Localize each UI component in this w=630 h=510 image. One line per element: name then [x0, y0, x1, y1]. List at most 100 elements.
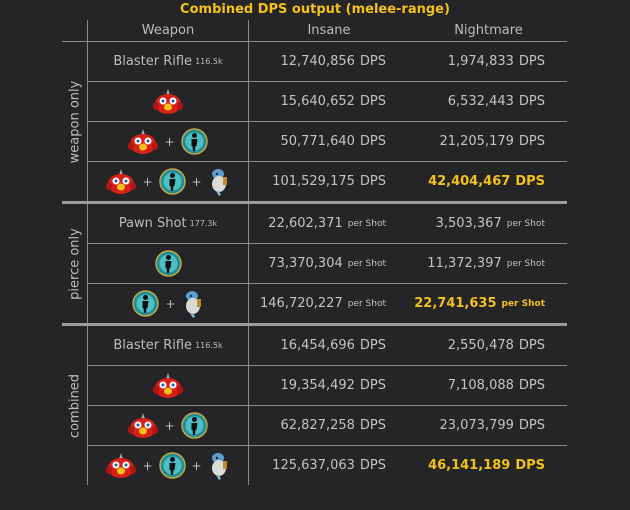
- group-label-text: combined: [67, 373, 82, 438]
- dps-unit: per Shot: [347, 298, 386, 309]
- insane-cell: 125,637,063 DPS: [248, 446, 408, 485]
- group-separator: [62, 323, 567, 326]
- table-row: Pawn Shot 177.3k 22,602,371 per Shot 3,503,3…: [87, 204, 567, 244]
- white-pet-icon: [208, 451, 230, 481]
- nightmare-cell: 3,503,367 per Shot: [408, 204, 567, 243]
- group-weapon-only: weapon only Blaster Rifle 116.5k 12,740,856…: [62, 42, 567, 201]
- dps-unit: DPS: [359, 378, 386, 393]
- dps-value: 73,370,304: [268, 256, 343, 271]
- red-bird-icon: [106, 452, 137, 480]
- dps-value: 50,771,640: [280, 134, 355, 149]
- dps-value: 12,740,856: [280, 54, 355, 69]
- nightmare-cell: 46,141,189 DPS: [408, 446, 567, 485]
- plus-sign: +: [191, 458, 202, 473]
- dps-unit: DPS: [518, 54, 545, 69]
- insane-cell: 22,602,371 per Shot: [248, 204, 408, 243]
- insane-cell: 62,827,258 DPS: [248, 406, 408, 445]
- weapon-cell: +: [87, 284, 248, 323]
- dps-unit: per Shot: [347, 218, 386, 229]
- dps-unit: DPS: [359, 338, 386, 353]
- dps-unit: per Shot: [347, 258, 386, 269]
- dps-value: 16,454,696: [280, 338, 355, 353]
- white-pet-icon: [208, 167, 230, 197]
- red-bird-icon: [106, 168, 137, 196]
- plus-sign: +: [142, 458, 153, 473]
- dps-unit: DPS: [515, 174, 545, 189]
- weapon-cell: Blaster Rifle 116.5k: [87, 326, 248, 365]
- dps-value: 42,404,467: [428, 174, 511, 189]
- weapon-cell: + +: [87, 446, 248, 485]
- insane-cell: 12,740,856 DPS: [248, 42, 408, 81]
- dps-value: 15,640,652: [280, 94, 355, 109]
- group-combined: combined Blaster Rifle 116.5k 16,454,696 DPS…: [62, 326, 567, 485]
- dps-value: 125,637,063: [272, 458, 355, 473]
- table-row: Blaster Rifle 116.5k 16,454,696 DPS 2,550,47…: [87, 326, 567, 366]
- insane-cell: 19,354,492 DPS: [248, 366, 408, 405]
- white-pet-icon: [182, 289, 204, 319]
- chart-title: Combined DPS output (melee-range): [180, 2, 450, 17]
- dps-unit: DPS: [518, 418, 545, 433]
- insane-cell: 16,454,696 DPS: [248, 326, 408, 365]
- table-row: +62,827,258 DPS 23,073,799 DPS: [87, 406, 567, 446]
- table-row: + +101,529,175 DPS 42,404,467 DPS: [87, 162, 567, 201]
- plus-sign: +: [165, 296, 176, 311]
- weapon-name: Blaster Rifle: [113, 338, 193, 353]
- table-row: 15,640,652 DPS 6,532,443 DPS: [87, 82, 567, 122]
- red-bird-icon: [153, 88, 183, 116]
- dps-value: 22,741,635: [414, 296, 497, 311]
- weapon-cell: +: [87, 122, 248, 161]
- insane-cell: 101,529,175 DPS: [248, 162, 408, 201]
- plus-sign: +: [191, 174, 202, 189]
- dps-value: 19,354,492: [280, 378, 355, 393]
- weapon-damage: 116.5k: [195, 57, 223, 66]
- nightmare-cell: 21,205,179 DPS: [408, 122, 567, 161]
- teal-silhouette-icon: [180, 128, 208, 155]
- dps-value: 6,532,443: [447, 94, 514, 109]
- dps-unit: DPS: [518, 134, 545, 149]
- header-insane: Insane: [248, 20, 409, 41]
- table-header: Weapon Insane Nightmare: [62, 20, 567, 42]
- table-row: + +125,637,063 DPS 46,141,189 DPS: [87, 446, 567, 485]
- dps-unit: DPS: [359, 94, 386, 109]
- table-row: +146,720,227 per Shot 22,741,635 per Shot: [87, 284, 567, 323]
- nightmare-cell: 1,974,833 DPS: [408, 42, 567, 81]
- table-row: +50,771,640 DPS 21,205,179 DPS: [87, 122, 567, 162]
- dps-value: 62,827,258: [280, 418, 355, 433]
- dps-value: 146,720,227: [260, 296, 343, 311]
- weapon-cell: Pawn Shot 177.3k: [87, 204, 248, 243]
- group-rows: Pawn Shot 177.3k 22,602,371 per Shot 3,503,3…: [87, 204, 567, 323]
- dps-unit: DPS: [518, 338, 545, 353]
- nightmare-cell: 11,372,397 per Shot: [408, 244, 567, 283]
- weapon-damage: 116.5k: [195, 341, 223, 350]
- group-separator: [62, 201, 567, 204]
- dps-unit: DPS: [359, 458, 386, 473]
- red-bird-icon: [153, 372, 183, 400]
- dps-value: 3,503,367: [435, 216, 502, 231]
- dps-unit: DPS: [359, 134, 386, 149]
- nightmare-cell: 23,073,799 DPS: [408, 406, 567, 445]
- teal-silhouette-icon: [154, 250, 182, 277]
- nightmare-cell: 22,741,635 per Shot: [408, 284, 567, 323]
- dps-value: 1,974,833: [447, 54, 514, 69]
- insane-cell: 146,720,227 per Shot: [248, 284, 408, 323]
- plus-sign: +: [164, 134, 175, 149]
- group-label: weapon only: [62, 42, 87, 201]
- dps-value: 23,073,799: [439, 418, 514, 433]
- dps-unit: DPS: [359, 418, 386, 433]
- dps-value: 2,550,478: [447, 338, 514, 353]
- header-nightmare: Nightmare: [454, 23, 523, 38]
- group-label: combined: [62, 326, 87, 485]
- table-row: 73,370,304 per Shot 11,372,397 per Shot: [87, 244, 567, 284]
- dps-unit: DPS: [359, 54, 386, 69]
- group-pierce-only: pierce only Pawn Shot 177.3k 22,602,371 per …: [62, 204, 567, 323]
- teal-silhouette-icon: [158, 452, 186, 479]
- table-body: weapon only Blaster Rifle 116.5k 12,740,856…: [62, 42, 567, 485]
- weapon-cell: [87, 366, 248, 405]
- insane-cell: 50,771,640 DPS: [248, 122, 408, 161]
- dps-value: 22,602,371: [268, 216, 343, 231]
- dps-value: 11,372,397: [427, 256, 502, 271]
- weapon-cell: +: [87, 406, 248, 445]
- nightmare-cell: 7,108,088 DPS: [408, 366, 567, 405]
- dps-unit: DPS: [518, 378, 545, 393]
- weapon-cell: Blaster Rifle 116.5k: [87, 42, 248, 81]
